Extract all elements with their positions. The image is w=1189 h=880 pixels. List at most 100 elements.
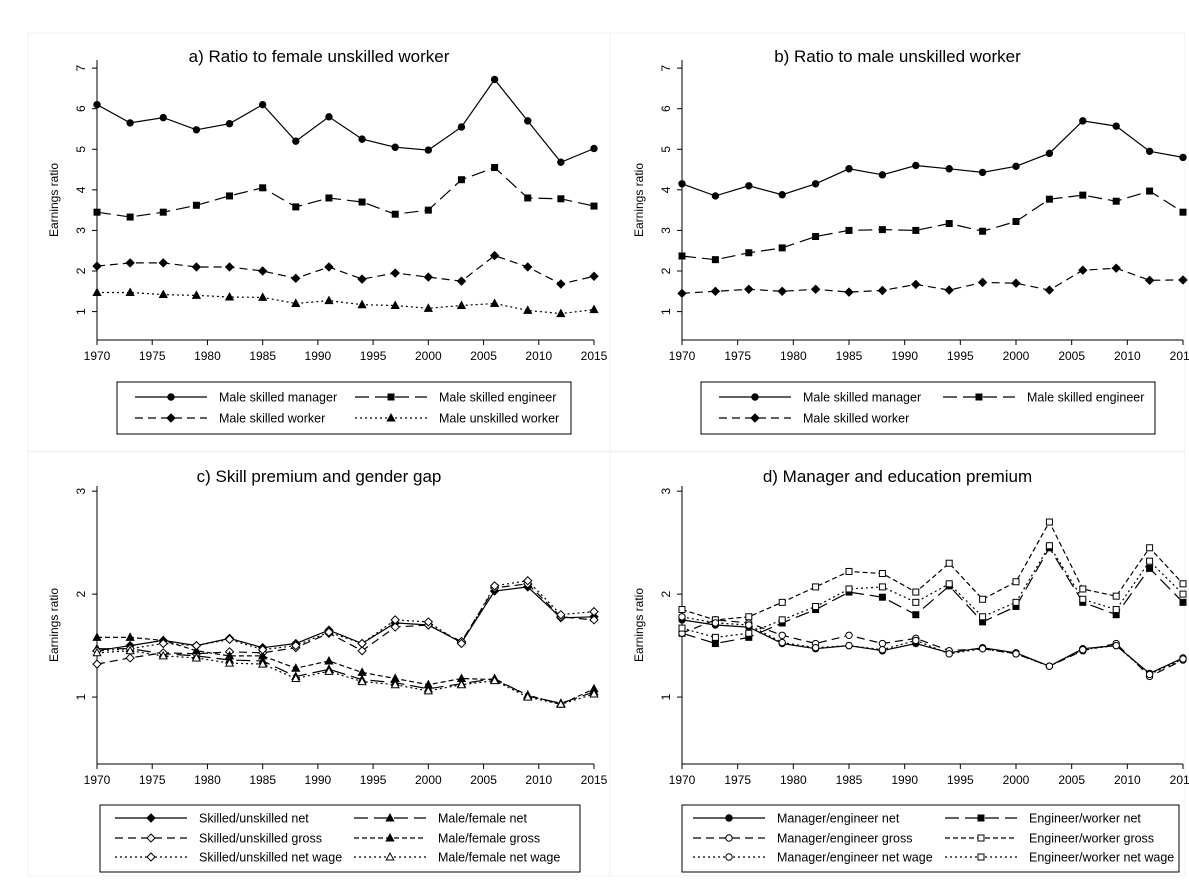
legend-entry: Male skilled worker bbox=[719, 412, 909, 426]
y-tick-label: 2 bbox=[659, 267, 673, 274]
data-point bbox=[357, 274, 367, 284]
data-point bbox=[1079, 191, 1087, 199]
data-point bbox=[324, 655, 334, 665]
data-point bbox=[1179, 590, 1187, 598]
data-point bbox=[126, 119, 134, 127]
data-point bbox=[158, 289, 168, 299]
data-point bbox=[224, 634, 235, 645]
x-tick-label: 1975 bbox=[139, 773, 166, 787]
data-point bbox=[1179, 153, 1187, 162]
legend-entry: Male/female gross bbox=[354, 832, 540, 846]
legend-entry: Skilled/unskilled gross bbox=[115, 832, 322, 846]
data-point bbox=[945, 580, 953, 588]
data-point bbox=[423, 303, 433, 312]
legend-marker bbox=[977, 814, 985, 822]
data-point bbox=[357, 676, 367, 686]
y-tick-label: 3 bbox=[659, 487, 673, 494]
x-tick-label: 1980 bbox=[194, 773, 221, 787]
data-point bbox=[523, 692, 533, 701]
y-axis-label: Earnings ratio bbox=[632, 163, 646, 237]
y-tick-label: 2 bbox=[659, 590, 673, 597]
series-0 bbox=[678, 117, 1187, 200]
x-tick-label: 1980 bbox=[194, 349, 221, 363]
x-tick-label: 1985 bbox=[836, 773, 863, 787]
data-point bbox=[912, 226, 920, 234]
x-tick-label: 1985 bbox=[249, 773, 276, 787]
data-point bbox=[524, 194, 532, 202]
data-point bbox=[491, 164, 499, 172]
series-line bbox=[681, 619, 1184, 678]
x-tick-label: 2010 bbox=[525, 773, 552, 787]
chart-title: a) Ratio to female unskilled worker bbox=[189, 47, 450, 66]
legend-marker bbox=[166, 413, 176, 423]
data-point bbox=[224, 291, 235, 301]
data-point bbox=[845, 585, 853, 593]
legend-entry: Male skilled worker bbox=[135, 412, 325, 426]
data-point bbox=[1079, 646, 1087, 654]
data-point bbox=[390, 615, 400, 625]
series-3 bbox=[678, 518, 1187, 624]
legend-label: Male skilled manager bbox=[219, 391, 337, 405]
data-point bbox=[979, 613, 987, 621]
x-tick-label: 2010 bbox=[1114, 349, 1141, 363]
data-point bbox=[191, 640, 202, 651]
data-point bbox=[556, 699, 566, 708]
data-point bbox=[945, 165, 953, 173]
data-point bbox=[1112, 641, 1120, 650]
x-tick-label: 1975 bbox=[724, 773, 751, 787]
data-point bbox=[556, 609, 566, 620]
x-tick-label: 1970 bbox=[669, 349, 696, 363]
data-point bbox=[291, 673, 301, 683]
data-point bbox=[92, 261, 102, 271]
data-point bbox=[711, 633, 719, 641]
x-tick-label: 1995 bbox=[360, 773, 387, 787]
x-tick-label: 1980 bbox=[780, 773, 807, 787]
data-point bbox=[1112, 592, 1120, 600]
legend-label: Male/female net wage bbox=[438, 851, 560, 865]
data-point bbox=[391, 210, 399, 218]
x-tick-label: 1975 bbox=[724, 349, 751, 363]
data-point bbox=[192, 201, 200, 209]
y-tick-label: 5 bbox=[74, 146, 88, 153]
legend-entry: Male skilled engineer bbox=[943, 391, 1144, 405]
data-point bbox=[677, 288, 687, 299]
y-tick-label: 4 bbox=[659, 186, 673, 193]
data-point bbox=[126, 213, 134, 221]
y-tick-label: 1 bbox=[74, 308, 88, 315]
data-point bbox=[325, 113, 333, 121]
data-point bbox=[1112, 122, 1120, 130]
legend-label: Engineer/worker gross bbox=[1029, 832, 1154, 846]
data-point bbox=[778, 598, 786, 606]
data-point bbox=[589, 688, 599, 698]
data-point bbox=[456, 679, 467, 689]
y-tick-label: 7 bbox=[659, 64, 673, 71]
legend-label: Engineer/worker net wage bbox=[1029, 851, 1174, 865]
legend-marker bbox=[385, 812, 395, 822]
series-2 bbox=[92, 250, 599, 289]
data-point bbox=[745, 182, 753, 190]
series-line bbox=[96, 583, 595, 665]
data-point bbox=[744, 284, 754, 294]
data-point bbox=[1146, 564, 1154, 572]
data-point bbox=[745, 613, 753, 621]
data-point bbox=[812, 233, 820, 241]
data-point bbox=[457, 123, 466, 131]
data-point bbox=[224, 262, 235, 272]
legend-label: Male skilled engineer bbox=[439, 391, 556, 405]
data-point bbox=[945, 650, 953, 658]
data-point bbox=[1079, 117, 1087, 125]
legend-entry: Skilled/unskilled net bbox=[115, 812, 309, 826]
y-axis-label: Earnings ratio bbox=[632, 588, 646, 662]
data-point bbox=[424, 146, 433, 154]
series-2 bbox=[677, 263, 1188, 299]
data-point bbox=[292, 137, 300, 145]
data-point bbox=[324, 666, 334, 675]
data-point bbox=[423, 617, 434, 627]
data-point bbox=[556, 279, 566, 289]
data-point bbox=[92, 659, 102, 669]
data-point bbox=[358, 198, 366, 206]
series-5 bbox=[678, 542, 1187, 641]
chart-panel-d: d) Manager and education premium 1 2 3 1970 1… bbox=[609, 451, 1189, 877]
chart-title: c) Skill premium and gender gap bbox=[197, 467, 442, 486]
data-point bbox=[158, 258, 168, 268]
